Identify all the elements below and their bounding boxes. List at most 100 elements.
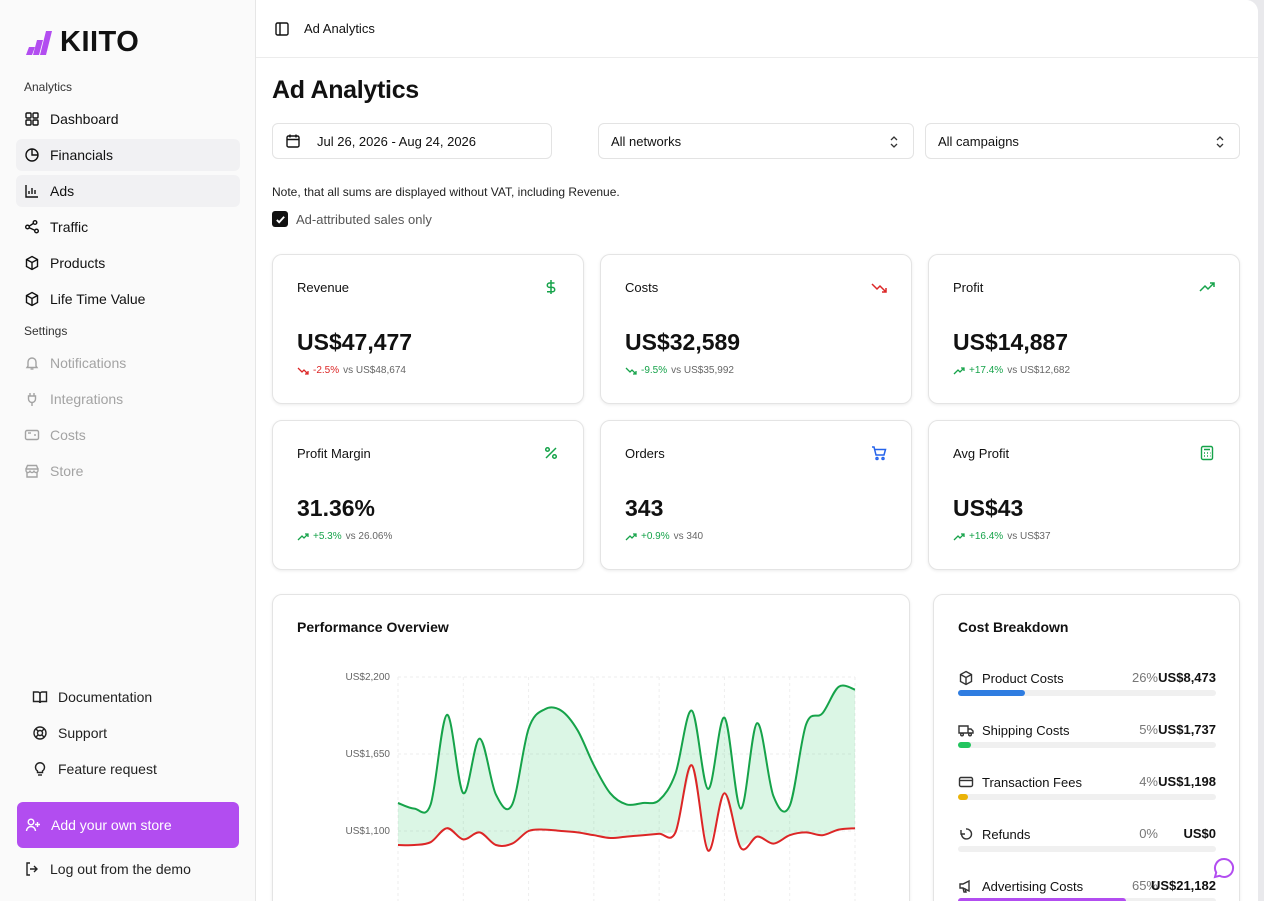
chevron-up-down-icon xyxy=(890,136,898,148)
add-store-label: Add your own store xyxy=(51,817,172,833)
cost-row-label: Refunds xyxy=(958,826,1030,842)
kpi-delta: -9.5% vs US$35,992 xyxy=(625,365,734,376)
series-line-red xyxy=(397,764,856,852)
box-icon xyxy=(25,255,39,271)
life-buoy-icon xyxy=(33,726,47,740)
kpi-value: 343 xyxy=(625,495,664,521)
trending-up-icon xyxy=(953,532,965,540)
kpi-value: US$43 xyxy=(953,495,1024,521)
network-select-value: All networks xyxy=(611,133,682,149)
add-store-button[interactable]: Add your own store xyxy=(17,802,239,848)
lightbulb-icon xyxy=(34,762,46,776)
kpi-value: US$47,477 xyxy=(297,329,413,355)
bar-chart-icon xyxy=(25,185,38,198)
profit-area xyxy=(398,685,855,851)
kpi-delta-vs: vs US$37 xyxy=(1007,531,1051,542)
plug-icon xyxy=(27,393,37,406)
trending-up-icon xyxy=(297,532,309,540)
kpi-title: Profit Margin xyxy=(297,446,371,461)
sidebar-item-ads[interactable]: Ads xyxy=(16,175,240,207)
cost-row-label: Product Costs xyxy=(958,670,1064,686)
feature-request-label: Feature request xyxy=(58,761,157,777)
cost-amount: US$21,182 xyxy=(1150,878,1216,893)
chat-bubble-icon[interactable] xyxy=(1212,856,1236,880)
kpi-delta: +0.9% vs 340 xyxy=(625,531,703,542)
kpi-title: Avg Profit xyxy=(953,446,1010,461)
sidebar-item-label: Costs xyxy=(50,427,86,443)
brand-name: KIITO xyxy=(60,26,140,58)
wallet-icon xyxy=(24,429,40,441)
kpi-delta-pct: +16.4% xyxy=(969,531,1004,542)
breadcrumb: Ad Analytics xyxy=(304,21,375,36)
logout-icon xyxy=(26,862,38,876)
performance-chart[interactable]: US$2,200 US$1,650 US$1,100 xyxy=(273,595,909,901)
cost-label: Transaction Fees xyxy=(982,774,1082,790)
cost-amount: US$8,473 xyxy=(1158,670,1216,685)
logo-mark-icon xyxy=(26,30,52,55)
sidebar: KIITO Analytics Dashboard Financials Ads… xyxy=(0,0,256,901)
trending-up-icon xyxy=(1199,282,1215,292)
feature-request-link[interactable]: Feature request xyxy=(32,761,157,777)
percent-icon xyxy=(544,446,558,460)
sidebar-item-label: Integrations xyxy=(50,391,124,407)
performance-overview-panel: Performance Overview US$2,200 US$1,650 US$… xyxy=(272,594,910,901)
campaign-select-value: All campaigns xyxy=(938,133,1019,149)
sidebar-toggle-icon[interactable] xyxy=(274,21,290,37)
kpi-card-profit: Profit US$14,887 +17.4% vs US$12,682 xyxy=(928,254,1240,404)
sidebar-item-notifications[interactable]: Notifications xyxy=(16,347,240,379)
sidebar-item-life-time-value[interactable]: Life Time Value xyxy=(16,283,240,315)
support-link[interactable]: Support xyxy=(32,725,107,741)
sidebar-item-traffic[interactable]: Traffic xyxy=(16,211,240,243)
cost-breakdown-panel: Cost Breakdown Product Costs 26% US$8,47… xyxy=(933,594,1240,901)
sidebar-item-store[interactable]: Store xyxy=(16,455,240,487)
cost-amount: US$1,198 xyxy=(1158,774,1216,789)
sidebar-item-costs[interactable]: Costs xyxy=(16,419,240,451)
user-plus-icon xyxy=(25,818,40,832)
campaign-select[interactable]: All campaigns xyxy=(925,123,1240,159)
sidebar-item-integrations[interactable]: Integrations xyxy=(16,383,240,415)
section-label-analytics: Analytics xyxy=(24,80,73,94)
network-select[interactable]: All networks xyxy=(598,123,914,159)
trending-down-icon xyxy=(871,283,887,293)
kpi-delta-vs: vs US$12,682 xyxy=(1007,365,1071,376)
cost-bar-track xyxy=(958,794,1216,800)
check-icon xyxy=(275,215,285,224)
sidebar-item-financials[interactable]: Financials xyxy=(16,139,240,171)
store-icon xyxy=(25,464,39,478)
kpi-delta-vs: vs US$35,992 xyxy=(671,365,734,376)
date-range-value: Jul 26, 2026 - Aug 24, 2026 xyxy=(317,133,477,149)
grid-icon xyxy=(25,112,39,126)
y-tick-label: US$1,650 xyxy=(346,749,391,760)
top-bar: Ad Analytics xyxy=(256,0,1258,58)
sidebar-item-label: Products xyxy=(50,255,106,271)
ad-attributed-row: Ad-attributed sales only xyxy=(272,211,432,227)
series-line-green xyxy=(397,684,856,814)
sidebar-item-products[interactable]: Products xyxy=(16,247,240,279)
trending-up-icon xyxy=(953,366,965,374)
logout-label: Log out from the demo xyxy=(50,861,191,877)
cost-bar-fill xyxy=(958,690,1026,696)
workflow-icon xyxy=(25,220,39,234)
sidebar-item-label: Store xyxy=(50,463,84,479)
cost-bar-fill xyxy=(958,898,1126,901)
logout-link[interactable]: Log out from the demo xyxy=(24,861,191,877)
sidebar-item-dashboard[interactable]: Dashboard xyxy=(16,103,240,135)
kpi-delta: -2.5% vs US$48,674 xyxy=(297,365,406,376)
cost-amount: US$0 xyxy=(1183,826,1216,841)
kpi-delta: +16.4% vs US$37 xyxy=(953,531,1051,542)
cost-row-label: Transaction Fees xyxy=(958,774,1082,790)
cost-bar-fill xyxy=(958,794,969,800)
ad-attributed-label: Ad-attributed sales only xyxy=(296,211,432,227)
kpi-delta-pct: +0.9% xyxy=(641,531,670,542)
kpi-title: Costs xyxy=(625,280,659,295)
sidebar-item-label: Dashboard xyxy=(50,111,119,127)
documentation-link[interactable]: Documentation xyxy=(32,689,152,705)
cost-label: Refunds xyxy=(982,826,1031,842)
logo[interactable]: KIITO xyxy=(24,26,139,59)
ad-attributed-checkbox[interactable] xyxy=(272,211,288,227)
cost-bar-track xyxy=(958,898,1216,901)
date-range-picker[interactable]: Jul 26, 2026 - Aug 24, 2026 xyxy=(272,123,552,159)
kpi-delta-pct: -9.5% xyxy=(641,365,668,376)
kpi-delta: +17.4% vs US$12,682 xyxy=(953,365,1070,376)
kpi-title: Revenue xyxy=(297,280,350,295)
